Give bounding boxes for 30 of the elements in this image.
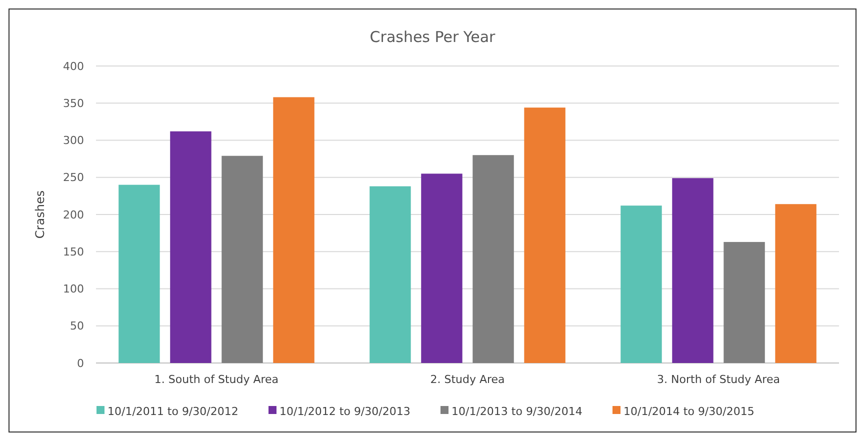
y-tick-label: 250 — [63, 171, 84, 184]
y-tick-label: 400 — [63, 60, 84, 73]
y-tick-label: 50 — [70, 320, 84, 333]
legend-label: 10/1/2011 to 9/30/2012 — [108, 404, 238, 418]
legend-label: 10/1/2014 to 9/30/2015 — [624, 404, 754, 418]
bar — [421, 174, 462, 363]
y-tick-label: 200 — [63, 208, 84, 222]
legend-label: 10/1/2012 to 9/30/2013 — [280, 404, 410, 418]
bar — [672, 178, 714, 363]
bar — [620, 206, 662, 363]
x-tick-label: 2. Study Area — [430, 373, 505, 386]
bar — [170, 131, 212, 363]
x-tick-label: 3. North of Study Area — [657, 373, 780, 386]
y-tick-label: 300 — [63, 134, 84, 148]
bar — [273, 97, 314, 363]
y-tick-label: 0 — [77, 356, 84, 370]
y-axis-title: Crashes — [33, 190, 47, 239]
bar — [370, 186, 411, 363]
y-tick-label: 150 — [63, 245, 84, 258]
chart-title: Crashes Per Year — [370, 28, 496, 46]
bar — [724, 242, 765, 363]
y-tick-label: 100 — [63, 282, 84, 296]
bar — [472, 155, 514, 363]
bar — [118, 184, 160, 363]
bar — [222, 156, 263, 363]
bar — [524, 108, 566, 363]
y-tick-label: 350 — [63, 96, 84, 110]
legend-label: 10/1/2013 to 9/30/2014 — [452, 404, 582, 418]
x-tick-label: 1. South of Study Area — [154, 373, 279, 386]
bar — [775, 204, 816, 363]
